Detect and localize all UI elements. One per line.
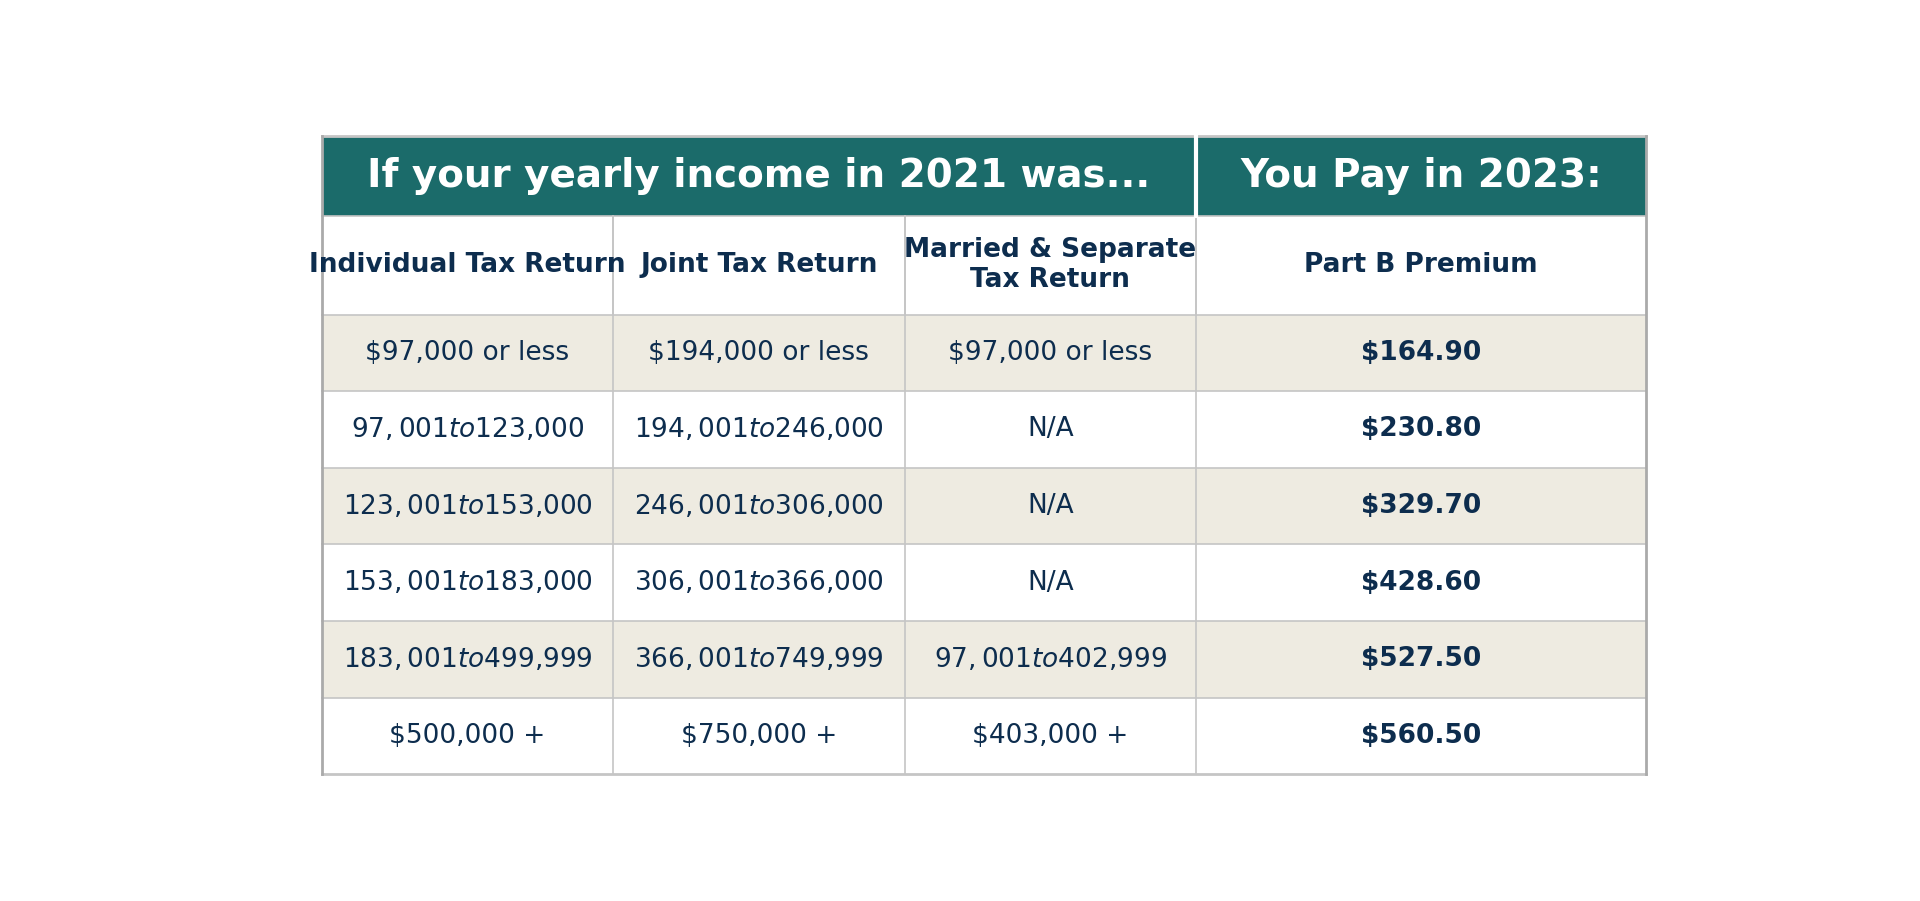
Text: $97,001 to $402,999: $97,001 to $402,999 bbox=[933, 646, 1167, 673]
Text: $403,000 +: $403,000 + bbox=[972, 723, 1129, 749]
Bar bbox=[323, 314, 1645, 391]
Text: $306,001 to $366,000: $306,001 to $366,000 bbox=[634, 569, 883, 596]
Text: $246,001 to $306,000: $246,001 to $306,000 bbox=[634, 493, 883, 520]
Text: $560.50: $560.50 bbox=[1361, 723, 1480, 749]
Text: Part B Premium: Part B Premium bbox=[1304, 252, 1538, 278]
Text: N/A: N/A bbox=[1027, 493, 1073, 519]
Text: N/A: N/A bbox=[1027, 416, 1073, 442]
Bar bbox=[323, 215, 612, 314]
Text: You Pay in 2023:: You Pay in 2023: bbox=[1240, 157, 1601, 195]
Text: $194,001 to $246,000: $194,001 to $246,000 bbox=[634, 416, 883, 443]
Text: $153,001 to $183,000: $153,001 to $183,000 bbox=[342, 569, 593, 596]
Text: Individual Tax Return: Individual Tax Return bbox=[309, 252, 626, 278]
Bar bbox=[904, 215, 1196, 314]
Bar bbox=[612, 215, 904, 314]
Text: Married & Separate
Tax Return: Married & Separate Tax Return bbox=[904, 237, 1196, 293]
Bar bbox=[323, 697, 1645, 774]
Text: $230.80: $230.80 bbox=[1361, 416, 1480, 442]
Bar bbox=[323, 136, 1645, 215]
Text: $366,001 to $749,999: $366,001 to $749,999 bbox=[634, 646, 883, 673]
Bar bbox=[323, 544, 1645, 621]
Bar bbox=[323, 468, 1645, 544]
Bar bbox=[1196, 215, 1645, 314]
Text: $183,001 to $499,999: $183,001 to $499,999 bbox=[342, 646, 593, 673]
Text: $97,000 or less: $97,000 or less bbox=[365, 340, 570, 366]
Text: $97,001 to $123,000: $97,001 to $123,000 bbox=[351, 416, 584, 443]
Text: $123,001 to $153,000: $123,001 to $153,000 bbox=[342, 493, 593, 520]
Text: If your yearly income in 2021 was...: If your yearly income in 2021 was... bbox=[367, 157, 1150, 195]
Text: $500,000 +: $500,000 + bbox=[390, 723, 545, 749]
Text: $164.90: $164.90 bbox=[1361, 340, 1480, 366]
Bar bbox=[323, 621, 1645, 697]
Text: $329.70: $329.70 bbox=[1361, 493, 1480, 519]
Text: $527.50: $527.50 bbox=[1361, 646, 1480, 672]
Text: $97,000 or less: $97,000 or less bbox=[948, 340, 1152, 366]
Text: $428.60: $428.60 bbox=[1361, 569, 1480, 596]
Text: $750,000 +: $750,000 + bbox=[682, 723, 837, 749]
Bar bbox=[323, 391, 1645, 468]
Text: $194,000 or less: $194,000 or less bbox=[649, 340, 870, 366]
Text: N/A: N/A bbox=[1027, 569, 1073, 596]
Text: Joint Tax Return: Joint Tax Return bbox=[639, 252, 877, 278]
